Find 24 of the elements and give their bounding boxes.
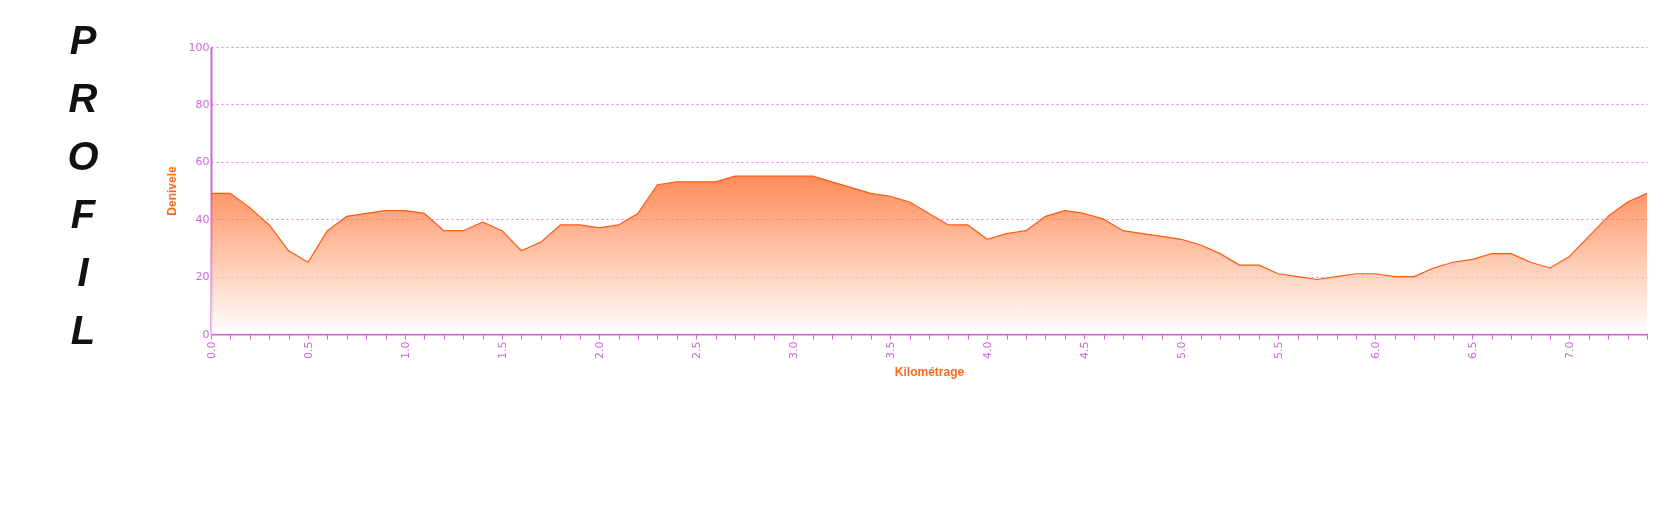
y-tick-label: 40 — [195, 212, 210, 226]
y-tick-label: 60 — [195, 155, 210, 169]
x-tick-label: 4.5 — [1077, 341, 1091, 359]
y-tick-label: 0 — [202, 327, 210, 341]
x-tick-label: 7.0 — [1562, 341, 1576, 359]
text: PROFIL — [60, 18, 106, 366]
y-tick-label: 20 — [195, 270, 210, 284]
y-axis-title: Denivele — [164, 165, 179, 216]
x-tick-label: 5.5 — [1271, 341, 1285, 359]
x-axis-title: Kilométrage — [894, 364, 965, 379]
y-tick-label: 100 — [188, 40, 210, 54]
x-tick-label: 2.5 — [689, 341, 703, 359]
x-tick-label: 1.0 — [398, 341, 412, 359]
x-tick-label: 3.5 — [883, 341, 897, 359]
x-tick-label: 4.0 — [980, 341, 994, 359]
x-tick-label: 5.0 — [1174, 341, 1188, 359]
x-tick-label: 0.0 — [204, 341, 218, 359]
x-tick-label: 3.0 — [786, 341, 800, 359]
x-tick-label: 6.5 — [1465, 341, 1479, 359]
x-tick-label: 1.5 — [495, 341, 509, 359]
y-tick-label: 80 — [195, 97, 210, 111]
x-tick-label: 0.5 — [301, 341, 315, 359]
x-tick-label: 6.0 — [1368, 341, 1382, 359]
x-tick-label: 2.0 — [592, 341, 606, 359]
